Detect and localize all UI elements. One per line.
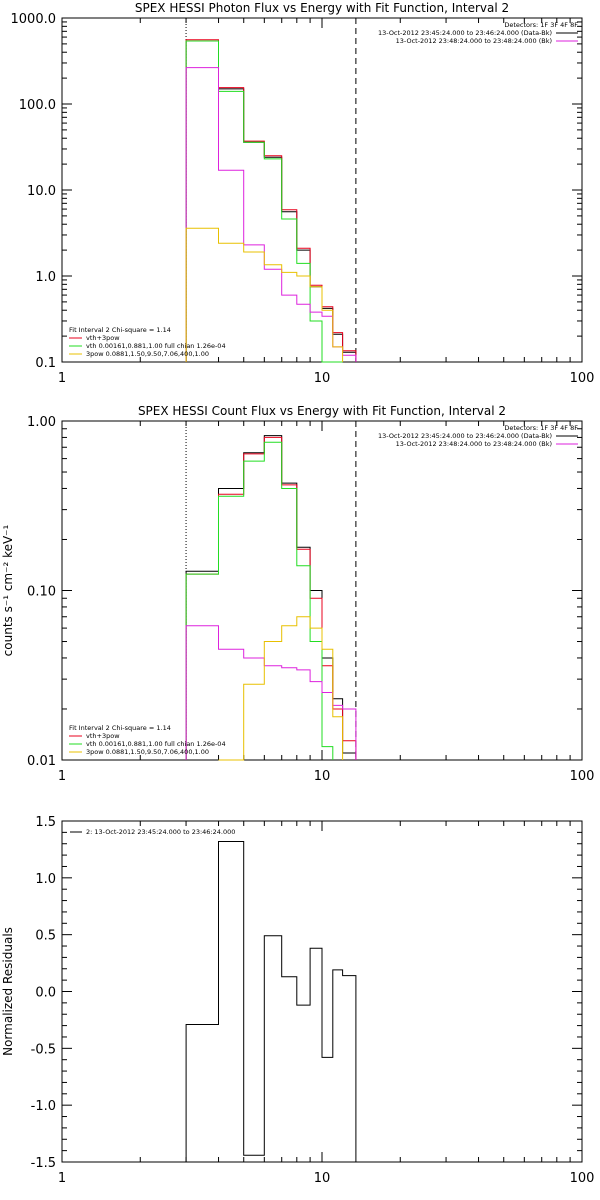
y-axis-label: Normalized Residuals	[1, 927, 15, 1056]
chart-title: SPEX HESSI Count Flux vs Energy with Fit…	[138, 404, 506, 418]
y-tick-label: 1.00	[27, 415, 56, 430]
series-line-2	[185, 39, 357, 362]
x-tick-label: 1	[58, 1171, 66, 1186]
series-line-1	[185, 435, 357, 760]
series-line-3	[185, 441, 334, 760]
detectors-label: Detectors: 1F 3F 4F 8F	[504, 21, 578, 29]
y-tick-label: 0.1	[35, 356, 56, 371]
y-tick-label: 1000.0	[11, 12, 57, 27]
background-interval-label: 13-Oct-2012 23:48:24.000 to 23:48:24.000…	[396, 37, 552, 45]
series-line-1	[185, 841, 357, 1162]
series-line-5	[218, 616, 344, 761]
chart-title: SPEX HESSI Photon Flux vs Energy with Fi…	[135, 1, 509, 15]
background-interval-label: 13-Oct-2012 23:48:24.000 to 23:48:24.000…	[396, 440, 552, 448]
chart-panel-2: SPEX HESSI Count Flux vs Energy with Fit…	[1, 404, 594, 784]
x-tick-label: 100	[570, 1171, 595, 1186]
chart-panel-1: SPEX HESSI Photon Flux vs Energy with Fi…	[11, 1, 595, 386]
legend-item-label: vth+3pow	[86, 334, 120, 342]
x-tick-label: 100	[570, 769, 595, 784]
y-tick-label: -0.5	[31, 1042, 56, 1057]
y-tick-label: -1.5	[31, 1156, 56, 1171]
chart-panel-3: 1 10 100 -1.5 -1.0 -0.5 0.0 0.5 1.0 1.5 Normalized…	[1, 815, 594, 1186]
detectors-label: Detectors: 1F 3F 4F 8F	[504, 424, 578, 432]
legend-item-label: 3pow 0.0881,1.50,9.50,7.06,400,1.00	[86, 350, 209, 358]
y-tick-label: -1.0	[31, 1099, 56, 1114]
data-interval-label: 13-Oct-2012 23:45:24.000 to 23:46:24.000…	[378, 432, 552, 440]
series-line-2	[185, 436, 357, 760]
x-tick-label: 10	[314, 769, 331, 784]
y-axis-label: counts s⁻¹ cm⁻² keV⁻¹	[1, 524, 15, 656]
series-line-3	[185, 40, 343, 363]
series-line-4	[185, 625, 357, 760]
data-interval-label: 13-Oct-2012 23:45:24.000 to 23:46:24.000…	[378, 29, 552, 37]
y-tick-label: 0.10	[27, 585, 56, 600]
y-tick-label: 10.0	[27, 184, 56, 199]
series-line-1	[185, 40, 357, 362]
legend-item-label: vth 0.00161,0.881,1.00 full chian 1.26e-…	[86, 342, 226, 350]
fit-legend-header: Fit Interval 2 Chi-square = 1.14	[69, 326, 171, 334]
y-tick-label: 0.0	[35, 986, 56, 1001]
x-tick-label: 10	[314, 1171, 331, 1186]
fit-legend-header: Fit Interval 2 Chi-square = 1.14	[69, 724, 171, 732]
legend-item-label: vth+3pow	[86, 732, 120, 740]
series-line-5	[185, 227, 344, 362]
x-tick-label: 10	[314, 371, 331, 386]
y-tick-label: 100.0	[19, 98, 56, 113]
legend-item-label: vth 0.00161,0.881,1.00 full chian 1.26e-…	[86, 740, 226, 748]
legend-item-label: 3pow 0.0881,1.50,9.50,7.06,400,1.00	[86, 748, 209, 756]
x-tick-label: 1	[58, 769, 66, 784]
x-tick-label: 100	[570, 371, 595, 386]
y-tick-label: 0.01	[27, 754, 56, 769]
y-tick-label: 1.0	[35, 872, 56, 887]
y-tick-label: 1.5	[35, 815, 56, 830]
y-tick-label: 1.0	[35, 270, 56, 285]
y-tick-label: 0.5	[35, 929, 56, 944]
x-tick-label: 1	[58, 371, 66, 386]
legend-item-label: 2: 13-Oct-2012 23:45:24.000 to 23:46:24.…	[86, 828, 235, 836]
series-line-4	[185, 67, 357, 362]
